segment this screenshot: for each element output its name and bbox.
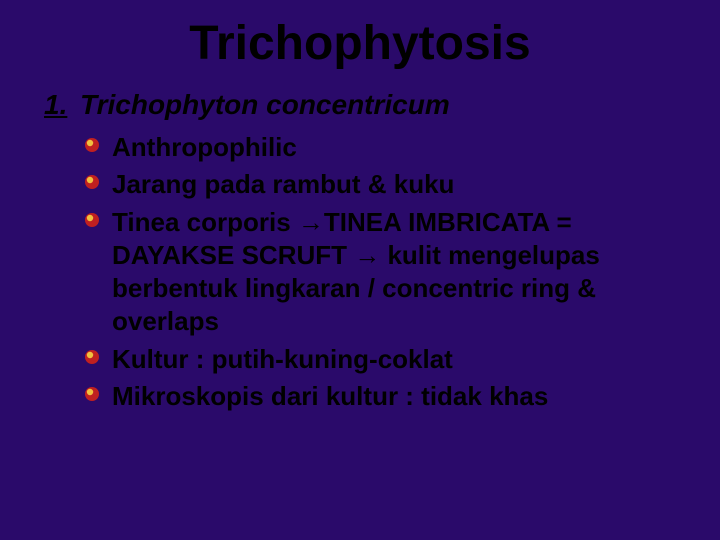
slide: Trichophytosis 1. Trichophyton concentri…	[0, 0, 720, 540]
bullet-list: Anthropophilic Jarang pada rambut & kuku T…	[84, 131, 680, 413]
numbered-item: 1. Trichophyton concentricum	[44, 89, 680, 121]
bullet-item: Kultur : putih-kuning-coklat	[84, 343, 680, 376]
bullet-item: Anthropophilic	[84, 131, 680, 164]
bullet-icon	[84, 168, 112, 190]
bullet-item: Tinea corporis →TINEA IMBRICATA = DAYAKS…	[84, 206, 680, 339]
bullet-icon	[84, 131, 112, 153]
bullet-text: Anthropophilic	[112, 131, 680, 164]
bullet-icon	[84, 380, 112, 402]
numbered-item-text: Trichophyton concentricum	[80, 89, 450, 121]
bullet-item: Jarang pada rambut & kuku	[84, 168, 680, 201]
bullet-text: Tinea corporis →TINEA IMBRICATA = DAYAKS…	[112, 206, 680, 339]
bullet-text: Mikroskopis dari kultur : tidak khas	[112, 380, 680, 413]
bullet-text: Jarang pada rambut & kuku	[112, 168, 680, 201]
slide-title: Trichophytosis	[40, 16, 680, 71]
bullet-icon	[84, 343, 112, 365]
bullet-text: Kultur : putih-kuning-coklat	[112, 343, 680, 376]
numbered-item-marker: 1.	[44, 89, 80, 121]
bullet-icon	[84, 206, 112, 228]
bullet-item: Mikroskopis dari kultur : tidak khas	[84, 380, 680, 413]
